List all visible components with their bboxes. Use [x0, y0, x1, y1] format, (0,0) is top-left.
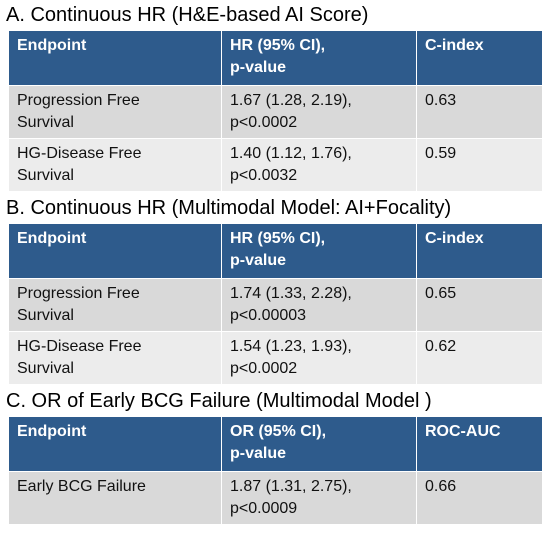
cell-text: 0.65 [425, 285, 457, 302]
cell-text: Endpoint [17, 423, 87, 440]
cell-text: C-index [425, 37, 484, 54]
section-title: B. Continuous HR (Multimodal Model: AI+F… [6, 197, 452, 219]
table-cell: Endpoint [9, 224, 221, 278]
cell-text: 1.74 (1.33, 2.28), [230, 285, 352, 302]
table-cell: HR (95% CI), p-value [222, 31, 416, 85]
cell-text: Survival [17, 114, 74, 131]
table-cell: Early BCG Failure [9, 472, 221, 524]
table-cell: HG-Disease Free Survival [9, 139, 221, 191]
cell-text: HG-Disease Free [17, 338, 142, 355]
cell-text: OR (95% CI), [230, 423, 327, 440]
data-table: Endpoint HR (95% CI), p-value C-index Progre… [9, 31, 542, 191]
cell-text: 1.67 (1.28, 2.19), [230, 92, 352, 109]
cell-text: HG-Disease Free [17, 145, 142, 162]
cell-text: 1.87 (1.31, 2.75), [230, 478, 352, 495]
table-cell: 0.62 [417, 332, 542, 384]
table-cell: HR (95% CI), p-value [222, 224, 416, 278]
table-cell: 0.59 [417, 139, 542, 191]
data-table: Endpoint OR (95% CI), p-value ROC-AUC Early … [9, 417, 542, 524]
cell-text: p<0.0009 [230, 500, 298, 517]
cell-text: Progression Free [17, 92, 140, 109]
cell-text: 0.59 [425, 145, 457, 162]
table-cell: 1.67 (1.28, 2.19), p<0.0002 [222, 86, 416, 138]
cell-text: Early BCG Failure [17, 478, 146, 495]
cell-text: p<0.0002 [230, 114, 298, 131]
table-cell: C-index [417, 224, 542, 278]
table-cell: ROC-AUC [417, 417, 542, 471]
cell-text: C-index [425, 230, 484, 247]
section-title: C. OR of Early BCG Failure (Multimodal M… [6, 390, 432, 412]
table-cell: 1.54 (1.23, 1.93), p<0.0002 [222, 332, 416, 384]
cell-text: 0.63 [425, 92, 457, 109]
cell-text: p<0.00003 [230, 307, 307, 324]
cell-text: p-value [230, 252, 287, 269]
cell-text: Survival [17, 307, 74, 324]
cell-text: Survival [17, 360, 74, 377]
table-cell: 1.87 (1.31, 2.75), p<0.0009 [222, 472, 416, 524]
table-cell: Progression Free Survival [9, 279, 221, 331]
table-cell: Endpoint [9, 31, 221, 85]
data-table: Endpoint HR (95% CI), p-value C-index Progre… [9, 224, 542, 384]
cell-text: Endpoint [17, 37, 87, 54]
cell-text: p<0.0002 [230, 360, 298, 377]
table-cell: 0.66 [417, 472, 542, 524]
cell-text: p-value [230, 445, 287, 462]
table-cell: Endpoint [9, 417, 221, 471]
cell-text: HR (95% CI), [230, 37, 326, 54]
cell-text: HR (95% CI), [230, 230, 326, 247]
cell-text: ROC-AUC [425, 423, 501, 440]
table-cell: 1.74 (1.33, 2.28), p<0.00003 [222, 279, 416, 331]
cell-text: Endpoint [17, 230, 87, 247]
table-cell: 0.63 [417, 86, 542, 138]
cell-text: 0.62 [425, 338, 457, 355]
table-cell: 0.65 [417, 279, 542, 331]
cell-text: p<0.0032 [230, 167, 298, 184]
table-cell: HG-Disease Free Survival [9, 332, 221, 384]
table-cell: C-index [417, 31, 542, 85]
table-cell: Progression Free Survival [9, 86, 221, 138]
cell-text: p-value [230, 59, 287, 76]
section-title: A. Continuous HR (H&E-based AI Score) [6, 4, 369, 26]
table-cell: OR (95% CI), p-value [222, 417, 416, 471]
cell-text: Progression Free [17, 285, 140, 302]
cell-text: 1.54 (1.23, 1.93), [230, 338, 352, 355]
cell-text: Survival [17, 167, 74, 184]
cell-text: 0.66 [425, 478, 457, 495]
cell-text: 1.40 (1.12, 1.76), [230, 145, 352, 162]
table-cell: 1.40 (1.12, 1.76), p<0.0032 [222, 139, 416, 191]
